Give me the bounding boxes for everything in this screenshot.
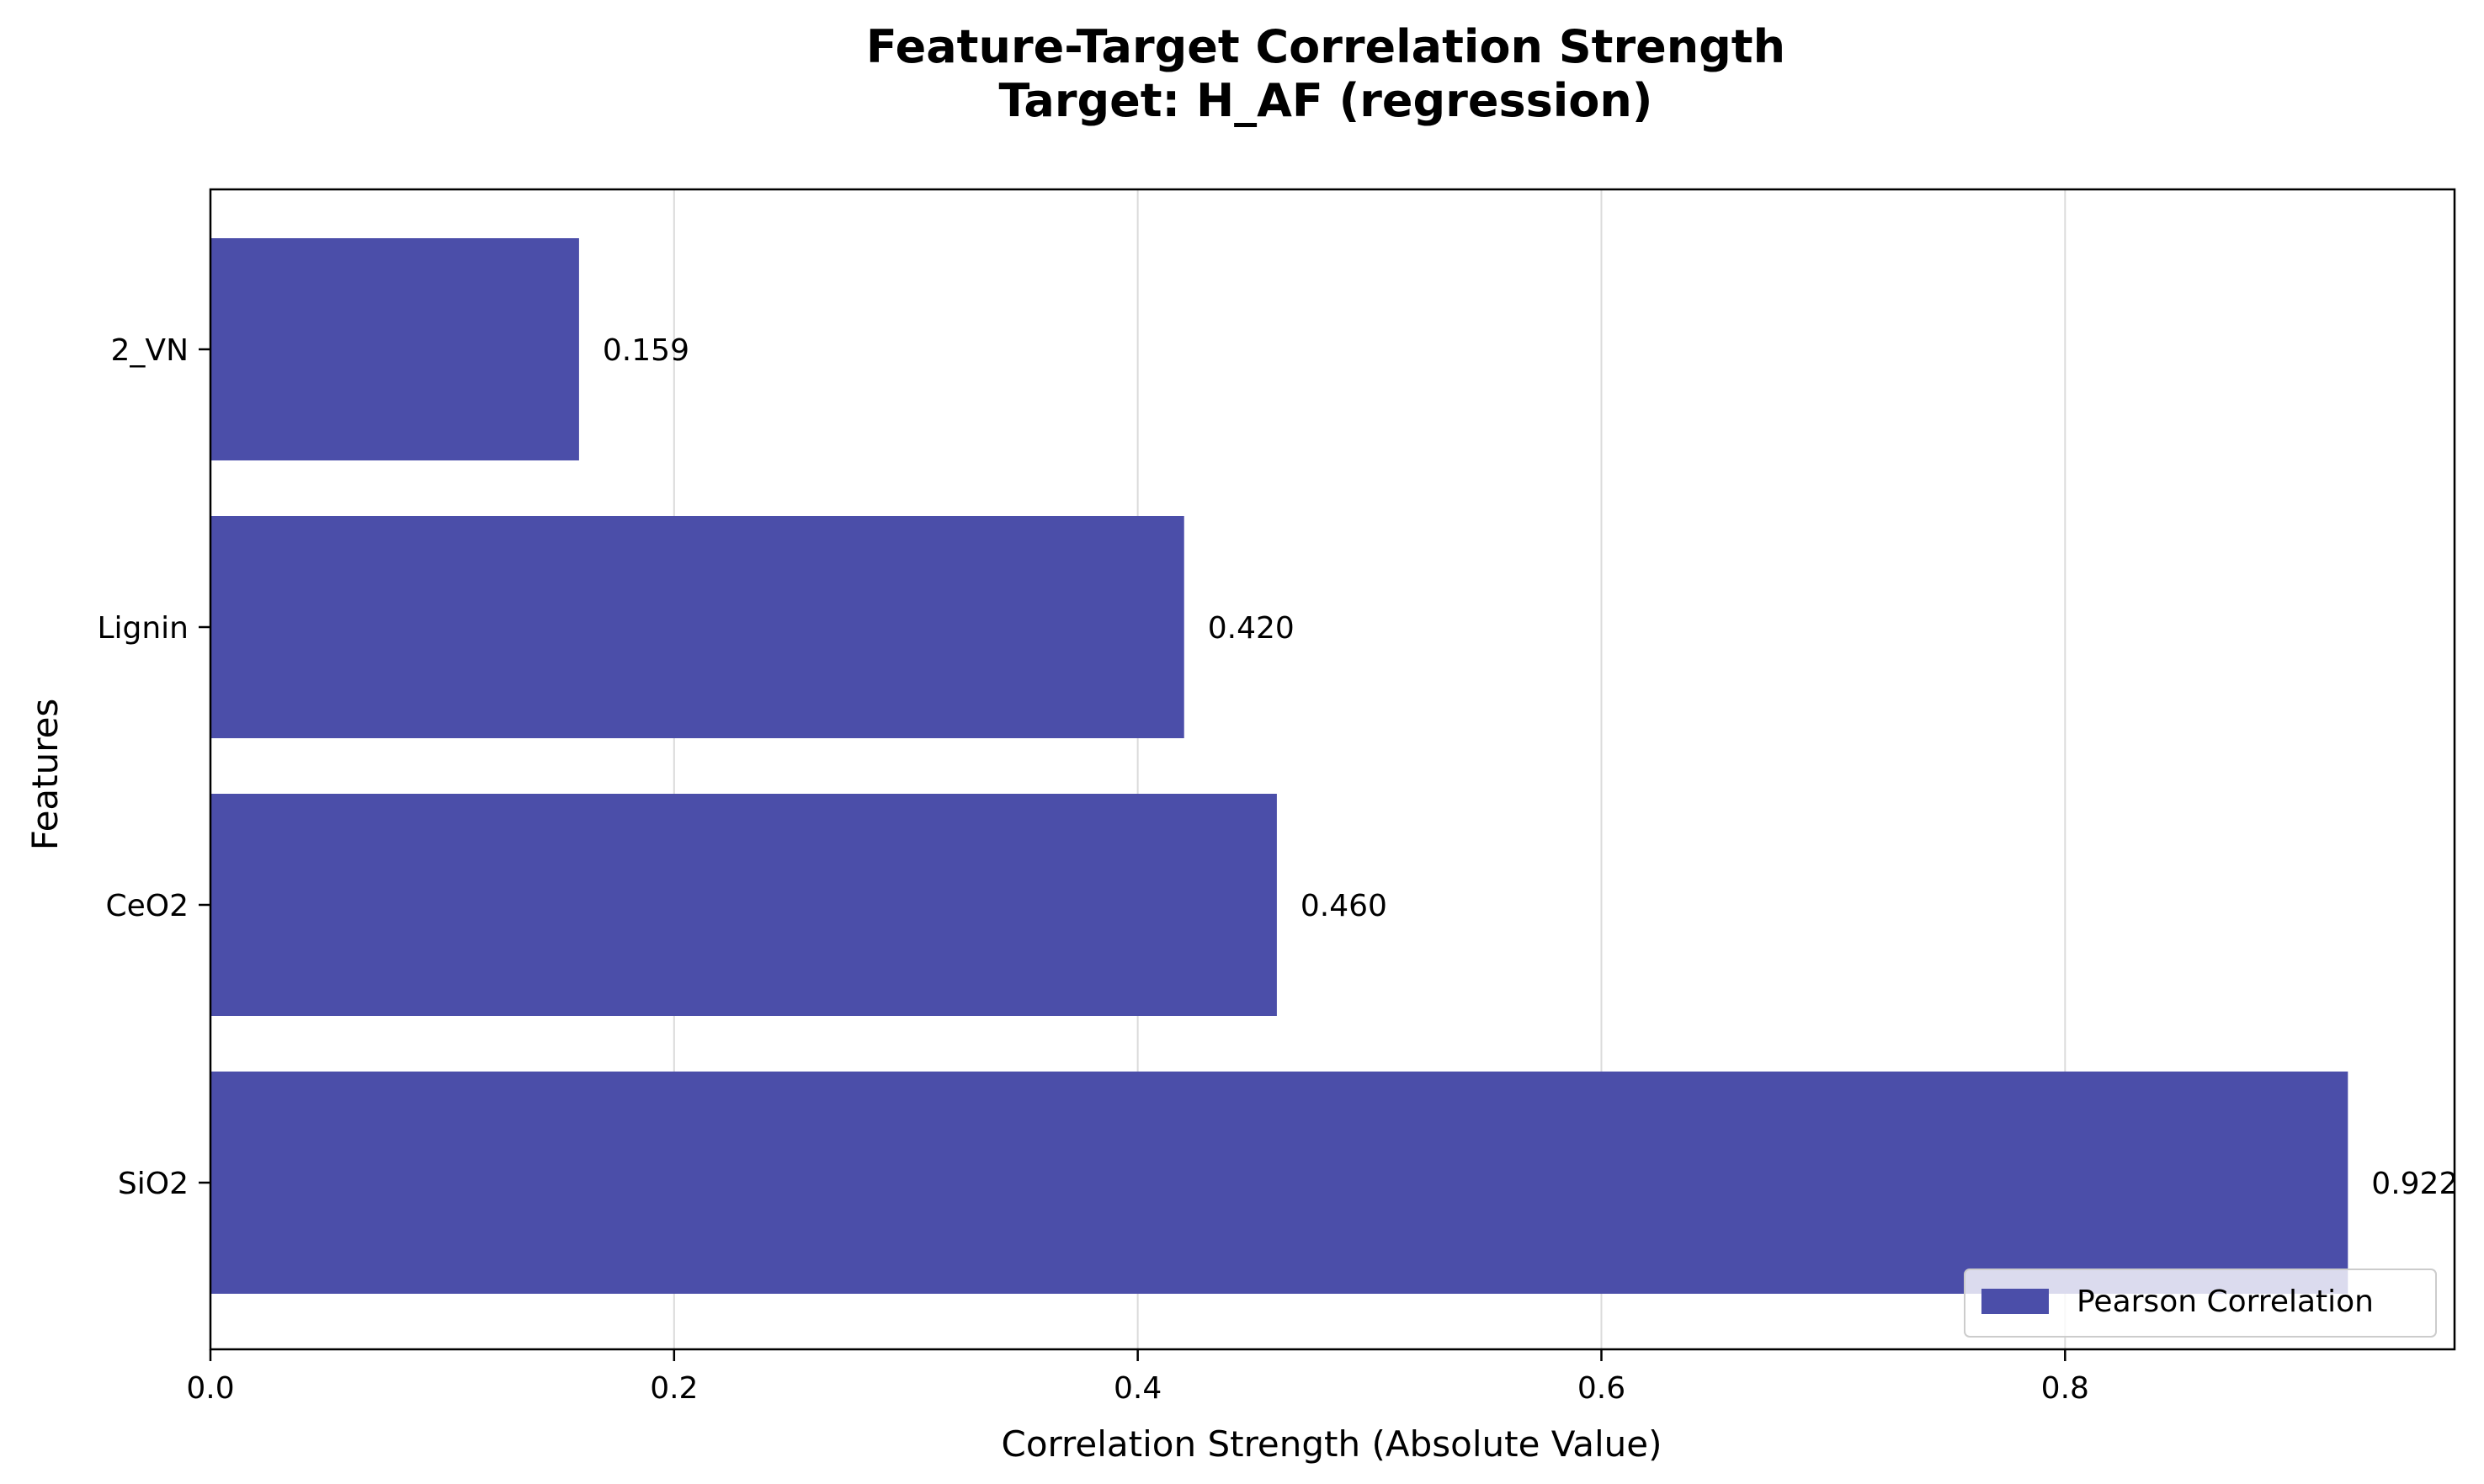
bar-value-label-ceo2: 0.460 — [1301, 889, 1387, 923]
chart-title: Feature-Target Correlation Strength — [866, 20, 1785, 73]
y-tick-label-sio2: SiO2 — [118, 1167, 189, 1201]
y-tick-label-lignin: Lignin — [97, 611, 189, 646]
bar-sio2 — [210, 1072, 2348, 1294]
y-tick-label-ceo2: CeO2 — [105, 889, 189, 923]
bar-value-labels: 0.159 0.420 0.460 0.922 — [603, 333, 2458, 1201]
bar-value-label-2-vn: 0.159 — [603, 333, 689, 368]
legend-box — [1964, 1269, 2437, 1338]
bar-value-label-lignin: 0.420 — [1208, 611, 1295, 646]
x-tick-label-0-2: 0.2 — [650, 1371, 698, 1406]
x-tick-label-0-0: 0.0 — [186, 1371, 234, 1406]
x-tick-label-0-6: 0.6 — [1577, 1371, 1625, 1406]
bar-lignin — [210, 516, 1184, 738]
x-tick-label-0-8: 0.8 — [2041, 1371, 2089, 1406]
legend-label-pearson-correlation: Pearson Correlation — [2077, 1285, 2374, 1319]
bar-2-vn — [210, 238, 579, 460]
y-axis-label: Features — [24, 699, 66, 851]
x-tick-label-0-4: 0.4 — [1114, 1371, 1162, 1406]
x-axis-label: Correlation Strength (Absolute Value) — [1002, 1423, 1662, 1465]
x-axis-ticks: 0.0 0.2 0.4 0.6 0.8 — [186, 1349, 2089, 1406]
bar-value-label-sio2: 0.922 — [2371, 1167, 2458, 1201]
bar-ceo2 — [210, 794, 1277, 1016]
legend: Pearson Correlation — [1964, 1269, 2437, 1338]
bars — [210, 238, 2348, 1294]
legend-swatch-pearson-correlation — [1981, 1289, 2049, 1314]
plot-area-frame — [209, 188, 2456, 1351]
y-tick-label-2-vn: 2_VN — [111, 333, 189, 368]
y-axis-ticks: 2_VN Lignin CeO2 SiO2 — [97, 333, 210, 1201]
chart-subtitle: Target: H_AF (regression) — [999, 74, 1653, 127]
